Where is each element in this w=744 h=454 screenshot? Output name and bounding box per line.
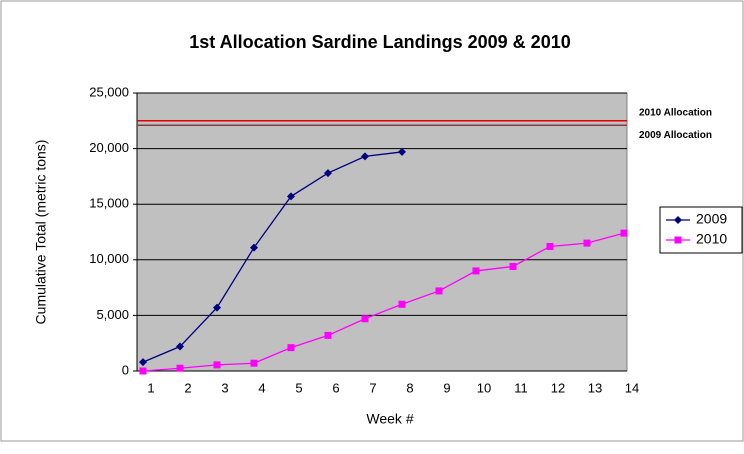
data-point (250, 359, 258, 367)
x-tick-label: 11 (514, 380, 528, 395)
x-tick-label: 9 (443, 380, 450, 395)
x-tick-label: 6 (332, 380, 339, 395)
x-tick-label: 5 (295, 380, 302, 395)
data-point (620, 229, 628, 237)
legend-box (659, 206, 743, 254)
data-point (509, 262, 517, 270)
data-point (398, 147, 406, 156)
data-point (287, 192, 295, 201)
data-point (361, 152, 369, 161)
data-point (139, 358, 147, 367)
x-tick-label: 2 (184, 380, 191, 395)
data-point (324, 331, 332, 339)
y-tick-label: 25,000 (89, 84, 129, 99)
plot-area (136, 92, 628, 372)
legend-marker (674, 236, 682, 244)
series-line (142, 151, 403, 363)
series-line (142, 232, 625, 372)
y-tick-label: 10,000 (89, 251, 129, 266)
x-tick-label: 13 (588, 380, 602, 395)
legend-label: 2010 (696, 231, 727, 247)
x-tick-label: 1 (147, 380, 154, 395)
data-point (583, 239, 591, 247)
data-point (398, 300, 406, 308)
data-point (324, 169, 332, 178)
data-point (435, 287, 443, 295)
data-point (176, 342, 184, 351)
y-axis-title: Cumulative Total (metric tons) (33, 140, 49, 325)
x-tick-label: 4 (258, 380, 265, 395)
x-tick-label: 10 (477, 380, 491, 395)
x-tick-label: 7 (369, 380, 376, 395)
data-point (250, 243, 258, 252)
reference-label: 2009 Allocation (639, 130, 712, 141)
x-tick-label: 8 (406, 380, 413, 395)
y-tick-label: 20,000 (89, 140, 129, 155)
data-point (287, 344, 295, 352)
x-tick-label: 14 (625, 380, 639, 395)
data-point (213, 303, 221, 312)
legend-marker (674, 216, 682, 224)
data-point (176, 364, 184, 372)
data-point (213, 361, 221, 369)
chart-title: 1st Allocation Sardine Landings 2009 & 2… (189, 32, 570, 52)
y-tick-label: 0 (122, 362, 129, 377)
y-tick-label: 5,000 (96, 307, 129, 322)
legend-label: 2009 (696, 211, 727, 227)
x-tick-label: 3 (221, 380, 228, 395)
data-point (139, 367, 147, 375)
reference-label: 2010 Allocation (639, 107, 712, 118)
y-tick-label: 15,000 (89, 196, 129, 211)
data-point (546, 242, 554, 250)
data-point (472, 267, 480, 275)
x-axis-title: Week # (366, 411, 413, 427)
data-point (361, 315, 369, 323)
x-tick-label: 12 (551, 380, 565, 395)
